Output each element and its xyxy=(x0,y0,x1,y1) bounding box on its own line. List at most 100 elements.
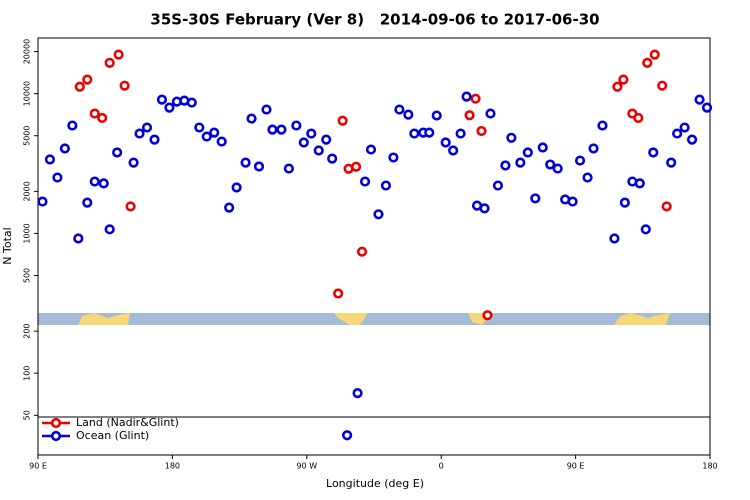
point xyxy=(352,388,363,399)
point xyxy=(125,201,136,212)
point xyxy=(224,202,235,213)
point xyxy=(424,127,435,138)
y-tick-label: 5000 xyxy=(23,126,32,146)
point xyxy=(156,94,168,105)
point xyxy=(642,57,653,68)
point xyxy=(373,209,384,220)
legend-label: Ocean (Glint) xyxy=(76,429,149,442)
point xyxy=(470,93,481,104)
point xyxy=(633,112,644,124)
point xyxy=(89,108,100,119)
point xyxy=(74,81,85,92)
point xyxy=(537,142,548,153)
point xyxy=(209,127,220,138)
point xyxy=(618,74,629,85)
point xyxy=(694,94,705,105)
y-tick-label: 50 xyxy=(23,410,32,420)
point xyxy=(522,147,533,158)
point xyxy=(649,49,660,60)
point xyxy=(164,102,175,113)
point xyxy=(141,122,153,133)
point xyxy=(291,120,302,131)
plot-frame xyxy=(37,37,711,456)
point xyxy=(321,134,332,145)
point xyxy=(113,49,124,60)
point xyxy=(640,224,651,235)
point xyxy=(574,155,586,166)
point xyxy=(342,430,353,441)
y-tick-label: 20000 xyxy=(23,39,32,64)
point xyxy=(82,74,93,85)
x-tick-label: 90 W xyxy=(296,462,317,471)
legend-label: Land (Nadir&Glint) xyxy=(76,416,179,429)
point xyxy=(216,136,227,147)
point xyxy=(582,172,593,183)
map-strip xyxy=(38,313,710,325)
y-tick-label: 10000 xyxy=(23,81,32,106)
point xyxy=(648,147,659,158)
point xyxy=(612,81,623,92)
point xyxy=(440,137,451,148)
point xyxy=(267,124,278,135)
point xyxy=(112,147,123,158)
point xyxy=(464,110,475,121)
x-axis-label: Longitude (deg E) xyxy=(326,477,424,490)
point xyxy=(356,246,368,257)
point xyxy=(492,180,504,191)
point xyxy=(59,143,70,154)
x-tick-label: 0 xyxy=(439,462,444,471)
point xyxy=(530,193,541,204)
point xyxy=(552,163,563,174)
point xyxy=(104,57,115,68)
point xyxy=(67,120,78,131)
point xyxy=(261,104,272,115)
point xyxy=(409,128,420,139)
point xyxy=(388,152,399,163)
point xyxy=(479,203,490,214)
point xyxy=(73,233,84,244)
point xyxy=(134,128,145,139)
point xyxy=(44,154,56,165)
point xyxy=(515,157,526,168)
point xyxy=(119,80,130,91)
point xyxy=(276,124,287,135)
point xyxy=(485,108,496,119)
y-axis-label: N Total xyxy=(1,227,14,264)
point xyxy=(661,201,672,212)
point xyxy=(37,196,48,207)
legend-marker xyxy=(50,430,62,442)
point xyxy=(666,157,677,168)
point xyxy=(545,159,556,170)
point xyxy=(394,104,405,115)
point xyxy=(253,161,265,172)
point xyxy=(359,176,371,187)
point xyxy=(333,288,344,299)
point xyxy=(380,180,392,191)
point xyxy=(350,161,362,172)
point xyxy=(231,182,242,193)
point xyxy=(82,197,93,208)
point xyxy=(619,197,630,208)
y-tick-label: 2000 xyxy=(23,181,32,201)
point xyxy=(104,224,115,235)
x-tick-label: 90 E xyxy=(567,462,585,471)
point xyxy=(597,120,608,131)
point xyxy=(246,113,257,124)
y-tick-label: 500 xyxy=(23,268,32,283)
point xyxy=(634,178,645,189)
point xyxy=(283,163,294,174)
point xyxy=(128,157,139,168)
point xyxy=(609,233,620,244)
point xyxy=(89,176,100,187)
point xyxy=(313,145,324,156)
x-tick-label: 180 xyxy=(702,462,717,471)
point xyxy=(461,91,472,102)
point xyxy=(588,143,599,154)
point xyxy=(365,144,377,155)
point xyxy=(52,172,63,183)
chart-title: 35S-30S February (Ver 8) 2014-09-06 to 2… xyxy=(150,11,599,29)
point xyxy=(240,157,251,168)
point xyxy=(186,97,197,108)
point xyxy=(403,109,414,120)
x-tick-label: 180 xyxy=(165,462,180,471)
